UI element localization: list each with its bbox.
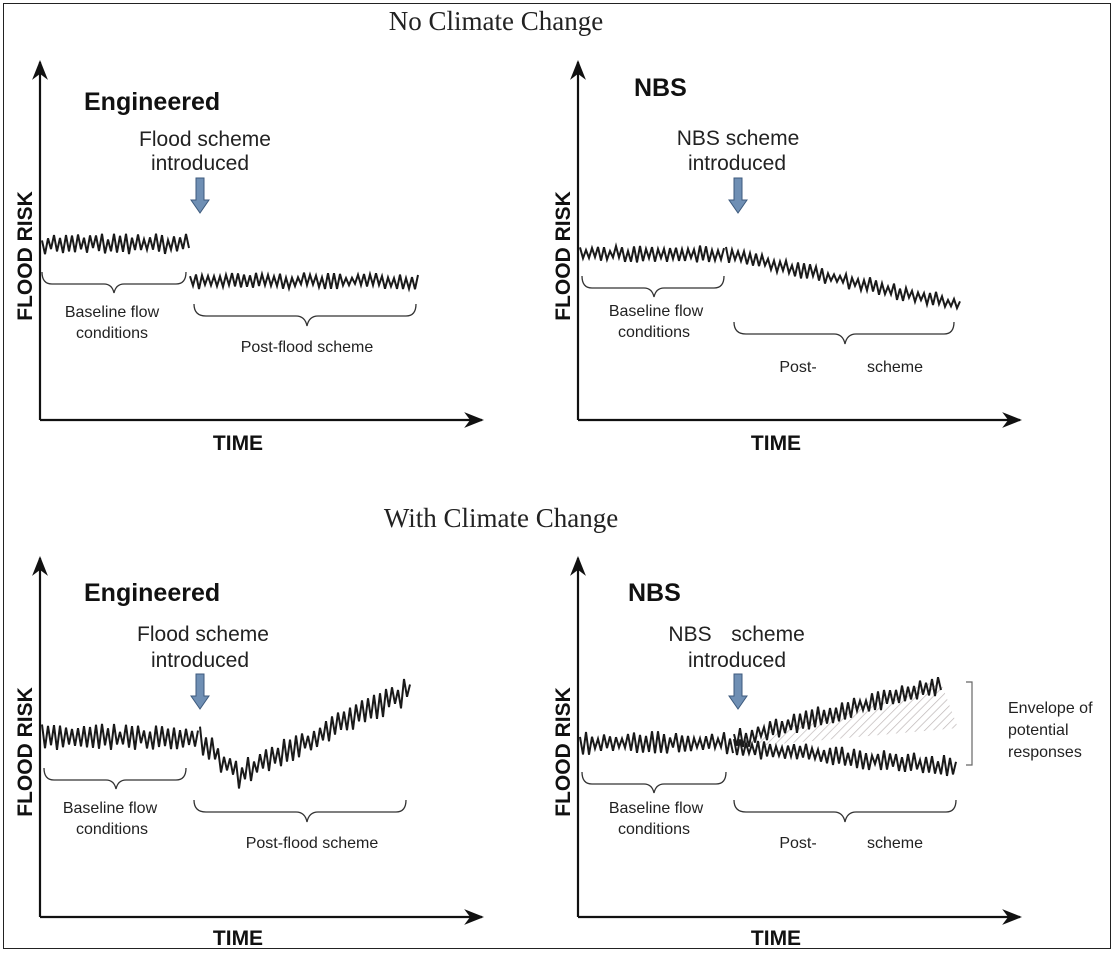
baseline-brace xyxy=(581,771,727,794)
post-scheme-brace xyxy=(193,303,417,327)
panel-nbs-no-cc: FLOOD RISK TIME NBS NBS scheme introduce… xyxy=(552,60,1022,455)
baseline-series xyxy=(579,242,725,264)
panel-nbs-with-cc: FLOOD RISK TIME NBS NBS scheme introduce… xyxy=(552,556,1093,950)
scheme-arrow-icon xyxy=(728,673,748,710)
baseline-series xyxy=(41,233,190,255)
baseline-series xyxy=(579,731,734,755)
x-axis-label: TIME xyxy=(213,432,263,455)
baseline-label-line2: conditions xyxy=(76,325,148,342)
envelope-label-line1: Envelope of xyxy=(1008,700,1093,717)
y-axis-label: FLOOD RISK xyxy=(552,687,575,817)
baseline-series xyxy=(41,723,199,751)
y-axis-label: FLOOD RISK xyxy=(552,191,575,321)
panel-title: Engineered xyxy=(84,88,220,116)
scheme-annotation-line1: Flood scheme xyxy=(139,128,271,151)
scheme-annotation-line2: introduced xyxy=(151,649,249,672)
baseline-label-line1: Baseline flow xyxy=(65,304,160,321)
post-scheme-brace xyxy=(733,321,955,345)
panel-title: Engineered xyxy=(84,579,220,607)
scheme-annotation-line2: introduced xyxy=(688,649,786,672)
post-scheme-series xyxy=(189,270,419,293)
post-scheme-label-a: Post- xyxy=(779,835,816,852)
y-axis-label: FLOOD RISK xyxy=(14,687,37,817)
baseline-label-line2: conditions xyxy=(618,821,690,838)
panel-title: NBS xyxy=(634,74,687,102)
baseline-brace xyxy=(41,271,187,294)
scheme-arrow-icon xyxy=(728,177,748,214)
post-scheme-series xyxy=(199,678,411,789)
baseline-label-line1: Baseline flow xyxy=(609,303,704,320)
baseline-label-line2: conditions xyxy=(618,324,690,341)
panel-title: NBS xyxy=(628,579,681,607)
x-axis-label: TIME xyxy=(751,927,801,950)
envelope-label-line2: potential xyxy=(1008,722,1069,739)
section-title-no-climate-change: No Climate Change xyxy=(389,6,603,36)
post-scheme-label-a: Post- xyxy=(779,359,816,376)
baseline-brace xyxy=(43,767,187,790)
post-scheme-label: Post-flood scheme xyxy=(241,339,374,356)
scheme-arrow-icon xyxy=(190,673,210,710)
scheme-annotation-line2: introduced xyxy=(688,152,786,175)
x-axis-label: TIME xyxy=(751,432,801,455)
upper-response-series xyxy=(733,676,942,748)
panel-engineered-with-cc: FLOOD RISK TIME Engineered Flood scheme … xyxy=(14,556,484,950)
section-title-with-climate-change: With Climate Change xyxy=(384,503,618,533)
scheme-annotation-line2: introduced xyxy=(151,152,249,175)
baseline-brace xyxy=(581,275,725,298)
post-scheme-brace xyxy=(733,799,957,823)
lower-response-series xyxy=(733,738,957,777)
baseline-label-line1: Baseline flow xyxy=(609,800,704,817)
y-axis-label: FLOOD RISK xyxy=(14,191,37,321)
scheme-arrow-icon xyxy=(190,177,210,214)
scheme-annotation-scheme: scheme xyxy=(731,623,805,646)
x-axis-label: TIME xyxy=(213,927,263,950)
figure-frame xyxy=(3,3,1111,949)
post-scheme-label-b: scheme xyxy=(867,835,923,852)
envelope-bracket xyxy=(966,681,973,766)
scheme-annotation-line1: NBS scheme xyxy=(677,127,800,150)
post-scheme-series xyxy=(725,245,961,311)
post-scheme-label: Post-flood scheme xyxy=(246,835,379,852)
post-scheme-label-b: scheme xyxy=(867,359,923,376)
post-scheme-brace xyxy=(193,799,407,823)
scheme-annotation-line1: Flood scheme xyxy=(137,623,269,646)
baseline-label-line1: Baseline flow xyxy=(63,800,158,817)
envelope-label-line3: responses xyxy=(1008,744,1082,761)
panel-engineered-no-cc: FLOOD RISK TIME Engineered Flood scheme … xyxy=(14,60,484,455)
scheme-annotation-nbs: NBS xyxy=(668,623,711,646)
baseline-label-line2: conditions xyxy=(76,821,148,838)
